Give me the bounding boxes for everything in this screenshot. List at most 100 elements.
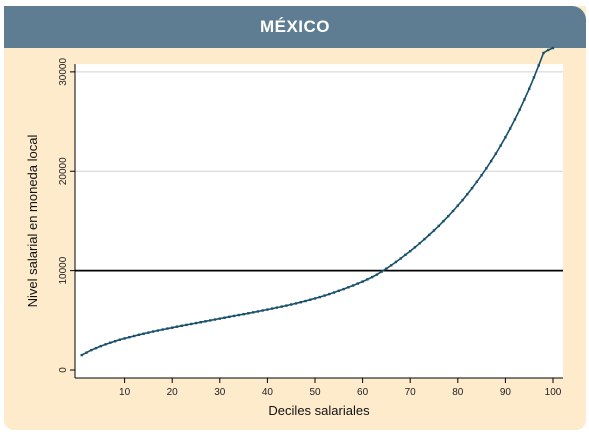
data-point: [132, 334, 136, 338]
data-point: [99, 344, 102, 348]
data-point: [394, 260, 398, 264]
data-point: [342, 287, 345, 291]
x-tick-label: 10: [119, 387, 131, 398]
data-point: [480, 174, 483, 177]
data-point: [218, 317, 221, 320]
data-point: [461, 198, 464, 202]
data-point: [375, 273, 379, 276]
y-tick-label: 0: [58, 367, 69, 373]
data-point: [351, 284, 355, 287]
data-point: [166, 327, 169, 330]
y-tick-label: 30000: [58, 58, 69, 86]
data-point: [399, 257, 402, 260]
data-point: [489, 159, 493, 163]
data-point: [242, 312, 245, 316]
data-point: [280, 305, 283, 308]
data-point: [147, 331, 150, 334]
data-point: [518, 108, 521, 111]
data-point: [537, 64, 540, 67]
data-point: [304, 299, 307, 303]
x-tick-label: 20: [167, 387, 179, 398]
data-point: [332, 291, 336, 294]
data-point: [380, 270, 383, 273]
data-point: [470, 186, 474, 190]
data-point: [270, 307, 274, 310]
data-point: [213, 318, 217, 321]
data-point: [513, 118, 517, 121]
y-tick-label: 20000: [58, 157, 69, 185]
data-point: [361, 280, 364, 283]
data-point: [532, 76, 536, 79]
data-point: [447, 214, 450, 218]
data-point: [228, 315, 231, 319]
data-point: [223, 316, 226, 319]
line-chart: 10 20 30 40 50 60 70 80 90 100 0 10000 20000 30000 De…: [25, 46, 563, 418]
data-point: [261, 309, 264, 312]
data-point: [156, 329, 160, 332]
data-point: [290, 303, 293, 306]
data-point: [199, 321, 202, 324]
plot-area: [75, 64, 563, 378]
data-point: [508, 127, 512, 130]
data-point: [151, 330, 155, 333]
data-point: [389, 264, 393, 267]
data-point: [542, 51, 545, 55]
data-point: [313, 297, 317, 300]
data-point: [113, 339, 117, 343]
x-tick-label: 80: [452, 387, 464, 398]
x-tick-label: 70: [405, 387, 417, 398]
data-point: [413, 246, 417, 249]
data-point: [90, 348, 93, 352]
y-axis-title: Nivel salarial en moneda local: [25, 135, 40, 308]
series-line: [81, 47, 554, 356]
data-point: [80, 353, 83, 357]
x-tick-label: 90: [500, 387, 512, 398]
data-point: [85, 351, 88, 354]
data-point: [142, 332, 145, 335]
data-point: [204, 320, 207, 323]
data-point: [299, 301, 302, 304]
data-point: [337, 289, 340, 292]
data-point: [418, 242, 421, 245]
x-tick-label: 40: [262, 387, 274, 398]
data-point: [256, 310, 260, 313]
data-point: [247, 312, 250, 315]
x-tick-label: 60: [357, 387, 369, 398]
data-point: [523, 98, 526, 101]
data-point: [123, 337, 126, 340]
chart-title: MÉXICO: [259, 17, 331, 36]
data-point: [494, 152, 498, 155]
data-point: [347, 286, 350, 289]
data-point: [528, 87, 531, 90]
data-point: [128, 336, 131, 339]
x-tick-label: 50: [309, 387, 321, 398]
x-tick-label: 30: [214, 387, 226, 398]
data-point: [504, 136, 507, 139]
data-point: [161, 328, 164, 331]
data-point: [547, 48, 550, 52]
data-point: [237, 313, 241, 317]
x-tick-label: 100: [545, 387, 562, 398]
data-point: [404, 253, 407, 257]
data-point: [366, 278, 369, 281]
data-point: [294, 302, 298, 305]
data-point: [475, 180, 479, 183]
data-point: [275, 306, 279, 309]
data-point: [285, 304, 288, 307]
data-point: [232, 314, 236, 318]
data-point: [466, 193, 469, 196]
data-point: [551, 46, 555, 50]
data-point: [409, 249, 412, 253]
data-point: [328, 292, 331, 296]
data-point: [309, 298, 312, 301]
data-point: [356, 282, 360, 285]
x-axis-title: Deciles salariales: [268, 403, 370, 418]
data-point: [423, 237, 426, 241]
data-point: [485, 167, 488, 170]
data-point: [118, 338, 122, 341]
data-point: [432, 229, 436, 232]
data-point: [104, 343, 107, 346]
data-point: [456, 204, 459, 207]
data-point: [266, 308, 269, 311]
data-point: [323, 294, 326, 297]
